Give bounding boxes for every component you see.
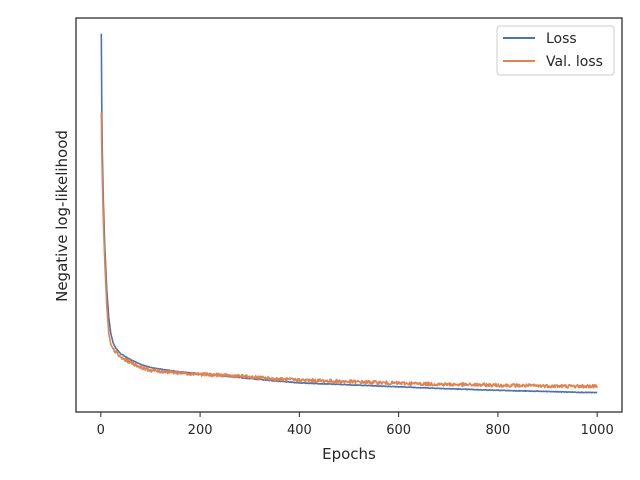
- x-tick-label: 0: [97, 423, 105, 438]
- plot-frame: [75, 17, 623, 413]
- x-tick-label: 600: [386, 423, 411, 438]
- series-line-val-loss: [100, 112, 598, 389]
- series-layer: [100, 33, 598, 394]
- x-axis-label: Epochs: [322, 445, 376, 463]
- x-tick-label: 200: [188, 423, 213, 438]
- y-axis-label: Negative log-likelihood: [53, 130, 71, 302]
- x-tick-label: 400: [287, 423, 312, 438]
- x-tick-label: 800: [485, 423, 510, 438]
- x-tick-label: 1000: [581, 423, 614, 438]
- x-ticks: 0 200 400 600 800 1000: [97, 412, 614, 438]
- legend-label-loss: Loss: [546, 31, 577, 47]
- legend: Loss Val. loss: [496, 25, 615, 76]
- legend-label-val-loss: Val. loss: [546, 54, 603, 70]
